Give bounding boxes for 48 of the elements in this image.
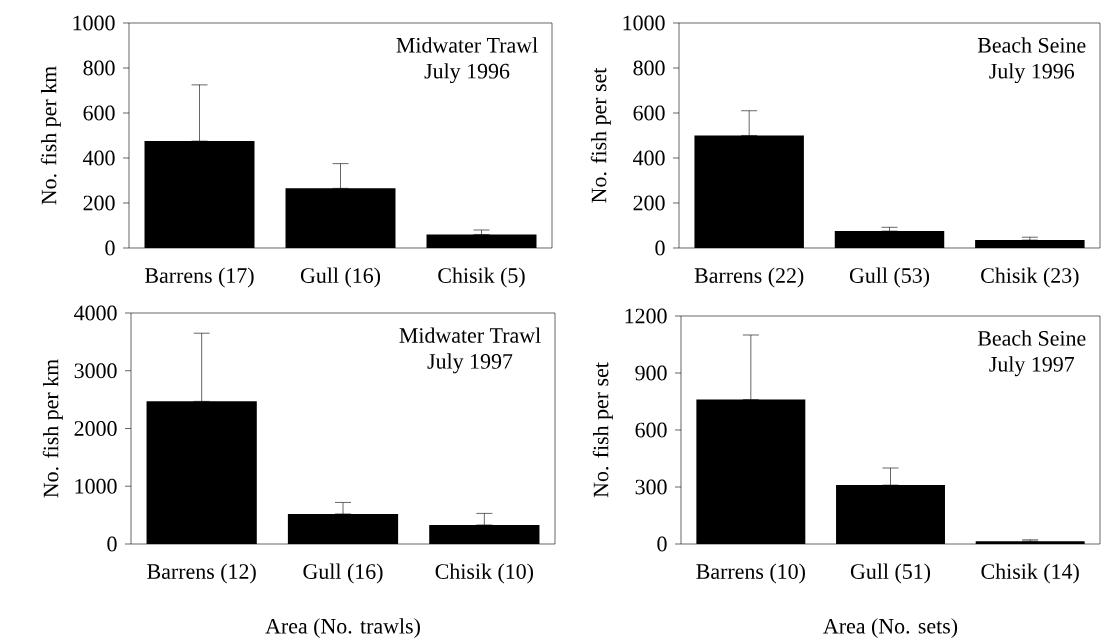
y-axis-title: No. fish per set bbox=[590, 67, 611, 203]
y-tick-label: 800 bbox=[83, 60, 115, 76]
text: July 1997 bbox=[989, 356, 1075, 377]
x-tick-label: Chisik (5) bbox=[438, 267, 525, 288]
y-tick-label: 0 bbox=[107, 536, 117, 552]
y-tick-label: 0 bbox=[655, 240, 665, 256]
text: Beach Seine bbox=[977, 37, 1086, 53]
y-tick-label: 300 bbox=[635, 479, 667, 495]
text: July 1996 bbox=[989, 63, 1074, 84]
x-tick-label: Chisik (10) bbox=[435, 563, 533, 584]
x-axis-title: Area (No. sets) bbox=[823, 618, 958, 639]
y-tick-label: 200 bbox=[83, 195, 115, 211]
text: Midwater Trawl bbox=[396, 37, 538, 53]
text: July 1996 bbox=[424, 63, 510, 84]
y-tick-label: 3000 bbox=[74, 363, 117, 379]
x-tick-label: Chisik (23) bbox=[981, 267, 1079, 288]
y-tick-label: 1000 bbox=[75, 478, 117, 494]
x-tick-label: Gull (16) bbox=[300, 267, 381, 288]
x-tick-label: Barrens (10) bbox=[696, 563, 805, 584]
y-tick-label: 0 bbox=[657, 536, 667, 552]
y-axis-title: No. fish per km bbox=[42, 359, 63, 498]
y-axis-title: No. fish per set bbox=[592, 362, 613, 498]
text: Midwater Trawl bbox=[399, 327, 541, 343]
y-tick-label: 900 bbox=[635, 365, 667, 381]
x-tick-label: Gull (16) bbox=[303, 563, 383, 584]
y-tick-label: 600 bbox=[633, 105, 665, 121]
y-tick-label: 4000 bbox=[74, 305, 117, 321]
y-tick-label: 800 bbox=[633, 60, 665, 76]
y-tick-label: 1000 bbox=[73, 15, 115, 31]
y-tick-label: 400 bbox=[633, 150, 665, 166]
y-axis-title: No. fish per km bbox=[40, 66, 61, 205]
y-tick-label: 200 bbox=[633, 195, 665, 211]
y-tick-label: 1200 bbox=[625, 308, 667, 324]
x-tick-label: Gull (51) bbox=[850, 563, 931, 584]
x-tick-label: Barrens (22) bbox=[694, 267, 804, 288]
x-tick-label: Barrens (12) bbox=[147, 563, 256, 584]
x-tick-label: Gull (53) bbox=[849, 267, 930, 288]
y-tick-label: 600 bbox=[83, 105, 115, 121]
y-tick-label: 2000 bbox=[74, 421, 117, 436]
text: Beach Seine bbox=[977, 330, 1086, 346]
y-tick-label: 600 bbox=[635, 422, 667, 438]
y-tick-label: 400 bbox=[83, 150, 115, 166]
y-tick-label: 1000 bbox=[623, 15, 665, 31]
x-tick-label: Barrens (17) bbox=[145, 267, 254, 288]
y-tick-label: 0 bbox=[105, 240, 115, 256]
x-axis-title: Area (No. trawls) bbox=[265, 618, 420, 639]
x-tick-label: Chisik (14) bbox=[981, 563, 1079, 584]
text: July 1997 bbox=[427, 353, 513, 374]
